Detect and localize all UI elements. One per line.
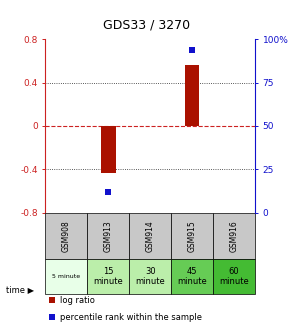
Bar [213,213,255,259]
Text: 45
minute: 45 minute [177,267,207,286]
Bar [45,213,87,259]
Text: 5 minute: 5 minute [52,274,80,279]
Text: GSM915: GSM915 [188,220,197,251]
Bar [87,259,129,294]
Text: GSM914: GSM914 [146,220,155,251]
Bar [45,259,87,294]
Text: GSM916: GSM916 [229,220,239,251]
Bar [101,126,116,173]
Text: 15
minute: 15 minute [93,267,123,286]
Bar [213,259,255,294]
Bar [129,213,171,259]
Text: 30
minute: 30 minute [135,267,165,286]
Bar [129,259,171,294]
Text: 60
minute: 60 minute [219,267,249,286]
Bar [171,213,213,259]
Text: GDS33 / 3270: GDS33 / 3270 [103,18,190,31]
Text: log ratio: log ratio [60,296,95,305]
Text: time ▶: time ▶ [6,285,34,294]
Text: GSM908: GSM908 [62,220,71,251]
Text: GSM913: GSM913 [104,220,113,251]
Text: percentile rank within the sample: percentile rank within the sample [60,313,202,322]
Bar [87,213,129,259]
Bar [171,259,213,294]
Bar [185,65,200,126]
